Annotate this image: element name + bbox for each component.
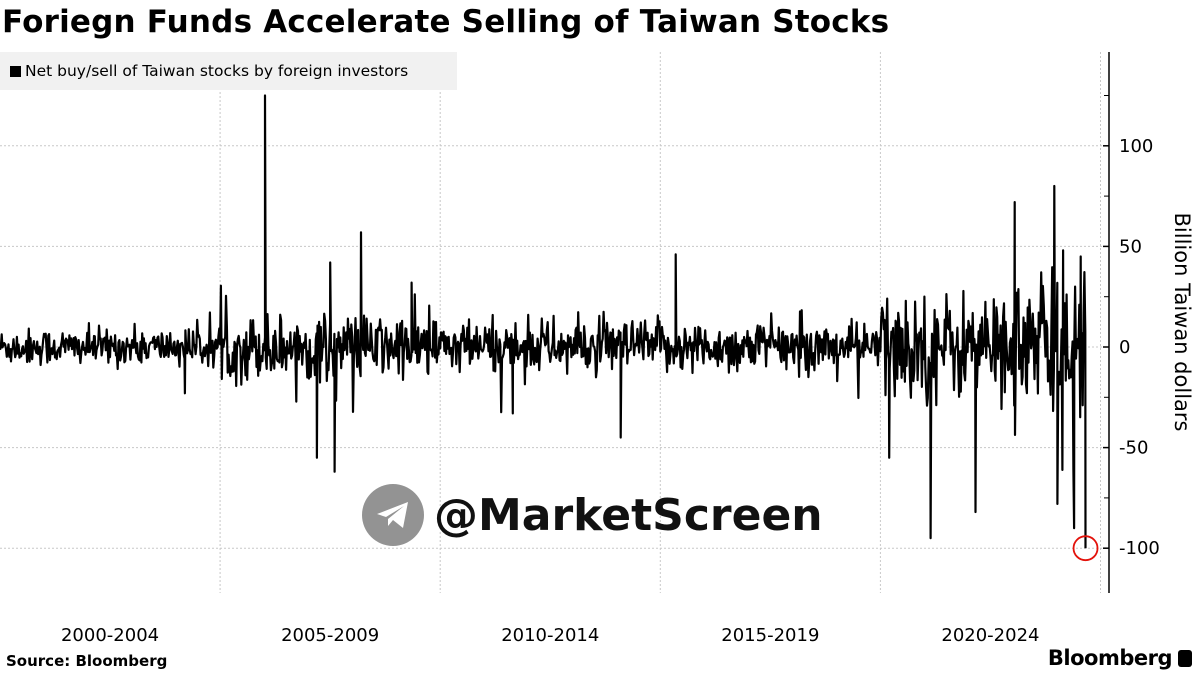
legend: Net buy/sell of Taiwan stocks by foreign…	[0, 52, 457, 90]
watermark-text: @MarketScreen	[433, 489, 823, 542]
y-tick-label: 100	[1119, 136, 1153, 157]
chart-title: Foriegn Funds Accelerate Selling of Taiw…	[2, 4, 890, 40]
y-tick-label: -100	[1119, 538, 1160, 559]
x-tick-label: 2015-2019	[721, 625, 819, 646]
x-tick-label: 2005-2009	[281, 625, 379, 646]
y-tick-label: 50	[1119, 236, 1142, 257]
y-tick-label: -50	[1119, 438, 1148, 459]
bloomberg-logo: Bloomberg	[1048, 646, 1192, 670]
watermark: @MarketScreen	[362, 484, 823, 546]
x-tick-label: 2010-2014	[501, 625, 599, 646]
highlight-circle	[1072, 535, 1099, 562]
x-tick-label: 2020-2024	[941, 625, 1039, 646]
brand-text: Bloomberg	[1047, 646, 1173, 670]
legend-label: Net buy/sell of Taiwan stocks by foreign…	[25, 62, 409, 80]
legend-swatch	[10, 65, 21, 77]
y-axis-label: Billion Taiwan dollars	[1170, 213, 1194, 432]
y-tick-label: 0	[1119, 337, 1130, 358]
source-note: Source: Bloomberg	[6, 652, 168, 670]
series-line	[0, 94, 1087, 549]
telegram-icon	[362, 484, 424, 546]
bloomberg-chart-icon	[1178, 649, 1192, 667]
x-tick-label: 2000-2004	[61, 625, 159, 646]
